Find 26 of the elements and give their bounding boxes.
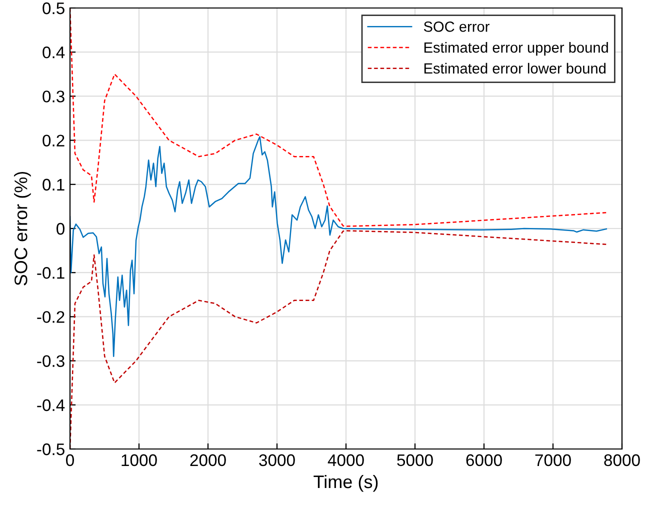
y-tick-label: 0.5 <box>42 2 64 14</box>
y-tick-label: 0 <box>56 222 64 235</box>
legend-label: SOC error <box>424 22 490 32</box>
y-axis-title: SOC error (%) <box>14 172 31 286</box>
x-tick-label: 4000 <box>328 454 364 466</box>
legend-label: Estimated error lower bound <box>424 62 606 74</box>
x-axis-title: Time (s) <box>314 474 378 492</box>
y-tick-label: -0.4 <box>37 399 65 412</box>
x-tick-label: 3000 <box>259 454 295 466</box>
y-tick-label: -0.2 <box>37 311 64 323</box>
y-tick-label: 0.4 <box>42 46 65 58</box>
x-tick-label: 5000 <box>397 454 433 466</box>
x-tick-label: 7000 <box>535 454 571 466</box>
y-tick-label: -0.3 <box>37 355 64 368</box>
y-tick-label: -0.5 <box>37 443 64 456</box>
y-tick-label: -0.1 <box>37 267 64 279</box>
line-series <box>70 136 608 358</box>
x-tick-label: 0 <box>66 454 74 466</box>
y-tick-label: 0.2 <box>42 134 64 147</box>
x-tick-label: 2000 <box>190 454 226 466</box>
x-tick-label: 6000 <box>466 454 502 466</box>
y-tick-label: 0.1 <box>42 178 64 191</box>
x-tick-label: 1000 <box>122 454 157 466</box>
x-tick-label: 8000 <box>604 454 640 466</box>
legend-label: Estimated error upper bound <box>424 42 608 56</box>
y-tick-label: 0.3 <box>42 90 64 102</box>
